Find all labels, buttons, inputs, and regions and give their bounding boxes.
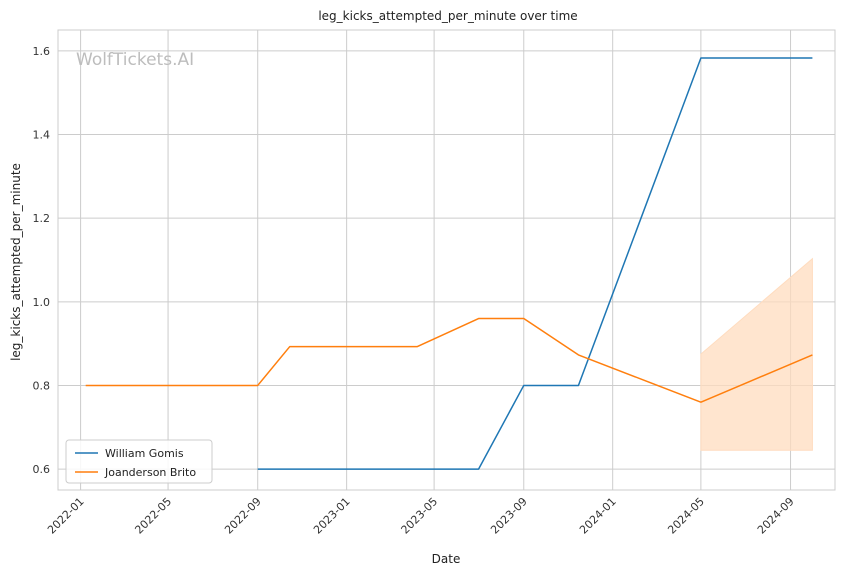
y-tick-label-0.6: 0.6 (33, 463, 51, 476)
legend-box (65, 439, 213, 484)
y-axis-label: leg_kicks_attempted_per_minute (9, 163, 23, 361)
watermark: WolfTickets.AI (76, 50, 194, 70)
confidence-band-layer (700, 257, 813, 451)
x-axis-label: Date (432, 552, 461, 566)
legend: William Gomis Joanderson Brito (65, 439, 213, 484)
y-tick-labels: 0.6 0.8 1.0 1.2 1.4 1.6 (33, 45, 51, 476)
legend-label-william-gomis: William Gomis (105, 447, 184, 460)
y-tick-label-1.0: 1.0 (33, 296, 51, 309)
y-tick-label-1.4: 1.4 (33, 129, 51, 142)
series-layer (85, 57, 813, 470)
y-tick-label-0.8: 0.8 (33, 379, 51, 392)
confidence-band-joanderson-brito (700, 257, 813, 451)
y-tick-label-1.6: 1.6 (33, 45, 51, 58)
legend-label-joanderson-brito: Joanderson Brito (104, 466, 196, 479)
y-tick-label-1.2: 1.2 (33, 212, 51, 225)
series-line-william-gomis (257, 57, 813, 470)
chart-title: leg_kicks_attempted_per_minute over time (318, 9, 577, 23)
plot-frame (57, 29, 836, 491)
